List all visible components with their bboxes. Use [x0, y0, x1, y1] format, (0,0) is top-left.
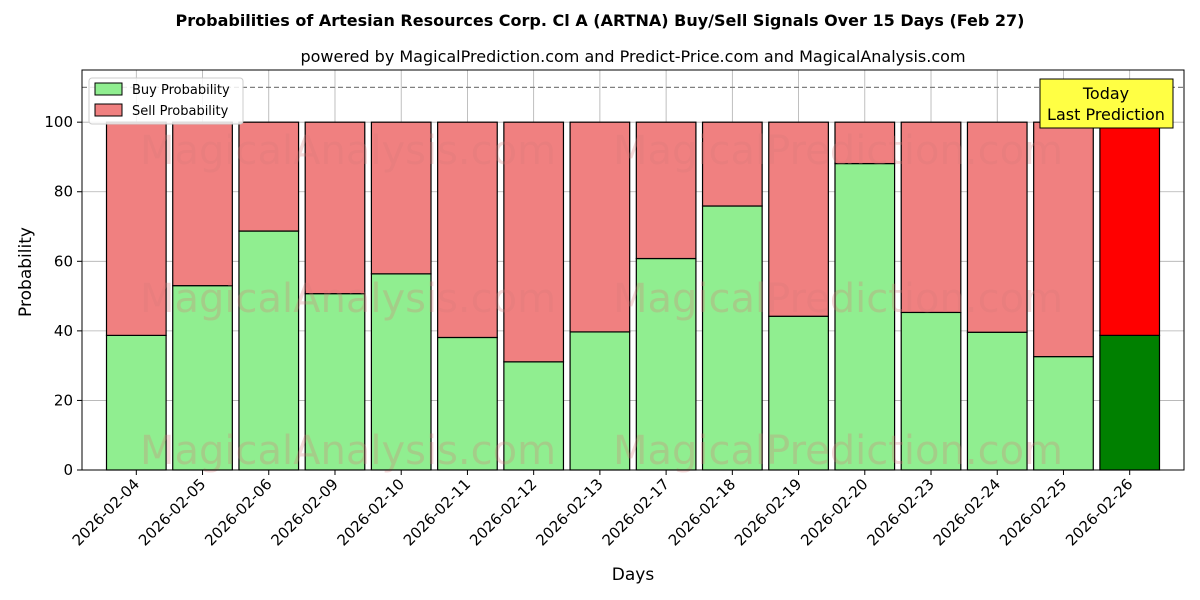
- sell-bar: [900, 121, 962, 314]
- x-tick-label: 2026-02-09: [267, 475, 341, 549]
- chart-subtitle: powered by MagicalPrediction.com and Pre…: [300, 47, 965, 66]
- legend: Buy Probability Sell Probability: [88, 77, 244, 125]
- sell-bar: [1033, 121, 1094, 358]
- buy-bar: [437, 336, 498, 471]
- plot-frame: [81, 69, 1185, 471]
- sell-bar: [569, 121, 631, 333]
- watermark-text: MagicalAnalysis.com: [140, 276, 556, 322]
- watermark-text: MagicalAnalysis.com: [140, 128, 556, 174]
- watermark-text: MagicalPrediction.com: [613, 128, 1063, 174]
- buy-bar: [503, 361, 565, 471]
- buy-bar: [768, 315, 829, 471]
- sell-bar: [437, 121, 498, 339]
- sell-bar: [370, 121, 432, 275]
- x-tick-label: 2026-02-06: [201, 475, 275, 549]
- x-tick-label: 2026-02-17: [599, 475, 673, 549]
- x-tick-label: 2026-02-04: [69, 475, 143, 549]
- legend-label-sell: Sell Probability: [132, 104, 229, 119]
- x-tick-label: 2026-02-18: [665, 475, 739, 549]
- y-tick-label: 80: [54, 183, 73, 201]
- watermark-text: MagicalPrediction.com: [613, 428, 1063, 474]
- annotation-line-1: Today: [1082, 84, 1129, 103]
- x-tick-label: 2026-02-26: [1062, 475, 1136, 549]
- sell-bar: [701, 121, 763, 207]
- sell-bar: [503, 121, 565, 363]
- today-annotation: Today Last Prediction: [1039, 78, 1174, 129]
- x-tick-label: 2026-02-19: [731, 475, 805, 549]
- x-axis-label: Days: [612, 565, 655, 585]
- watermark-text: MagicalAnalysis.com: [140, 428, 556, 474]
- buy-bar: [238, 230, 300, 471]
- x-tick-label: 2026-02-10: [334, 475, 408, 549]
- sell-bar: [105, 121, 167, 336]
- x-tick-label: 2026-02-20: [797, 475, 871, 549]
- buy-bar: [304, 293, 366, 471]
- sell-bar: [1099, 121, 1161, 336]
- y-tick-label: 60: [54, 252, 73, 270]
- legend-label-buy: Buy Probability: [132, 83, 230, 98]
- x-tick-label: 2026-02-23: [863, 475, 937, 549]
- sell-bar: [834, 121, 896, 165]
- y-axis-label: Probability: [16, 227, 36, 317]
- x-tick-label: 2026-02-24: [930, 475, 1004, 549]
- x-tick-label: 2026-02-05: [135, 475, 209, 549]
- legend-swatch-buy: [94, 82, 123, 96]
- sell-bar: [635, 121, 697, 260]
- sell-bar: [304, 121, 366, 295]
- buy-bar: [1099, 334, 1161, 471]
- plot-area: MagicalAnalysis.com MagicalPrediction.com…: [44, 69, 1185, 549]
- y-tick-label: 100: [44, 113, 73, 131]
- x-tick-label: 2026-02-25: [996, 475, 1070, 549]
- sell-bar: [966, 121, 1028, 333]
- y-tick-label: 0: [63, 461, 73, 479]
- buy-bar: [834, 162, 896, 471]
- buy-bar: [635, 257, 697, 471]
- x-tick-label: 2026-02-11: [400, 475, 474, 549]
- legend-swatch-sell: [94, 103, 123, 117]
- annotation-line-2: Last Prediction: [1047, 105, 1165, 124]
- annotation-box: [1039, 78, 1174, 129]
- watermark-text: MagicalPrediction.com: [613, 276, 1063, 322]
- sell-bar: [238, 121, 300, 232]
- buy-bar: [900, 311, 962, 471]
- buy-bar: [370, 273, 432, 471]
- y-tick-label: 20: [54, 391, 73, 409]
- chart-title: Probabilities of Artesian Resources Corp…: [176, 11, 1025, 30]
- buy-bar: [569, 331, 631, 471]
- legend-box: [88, 77, 244, 125]
- x-tick-label: 2026-02-13: [532, 475, 606, 549]
- buy-bar: [701, 205, 763, 471]
- x-tick-label: 2026-02-12: [466, 475, 540, 549]
- sell-bar: [768, 121, 829, 317]
- y-tick-label: 40: [54, 322, 73, 340]
- buy-bar: [172, 285, 233, 471]
